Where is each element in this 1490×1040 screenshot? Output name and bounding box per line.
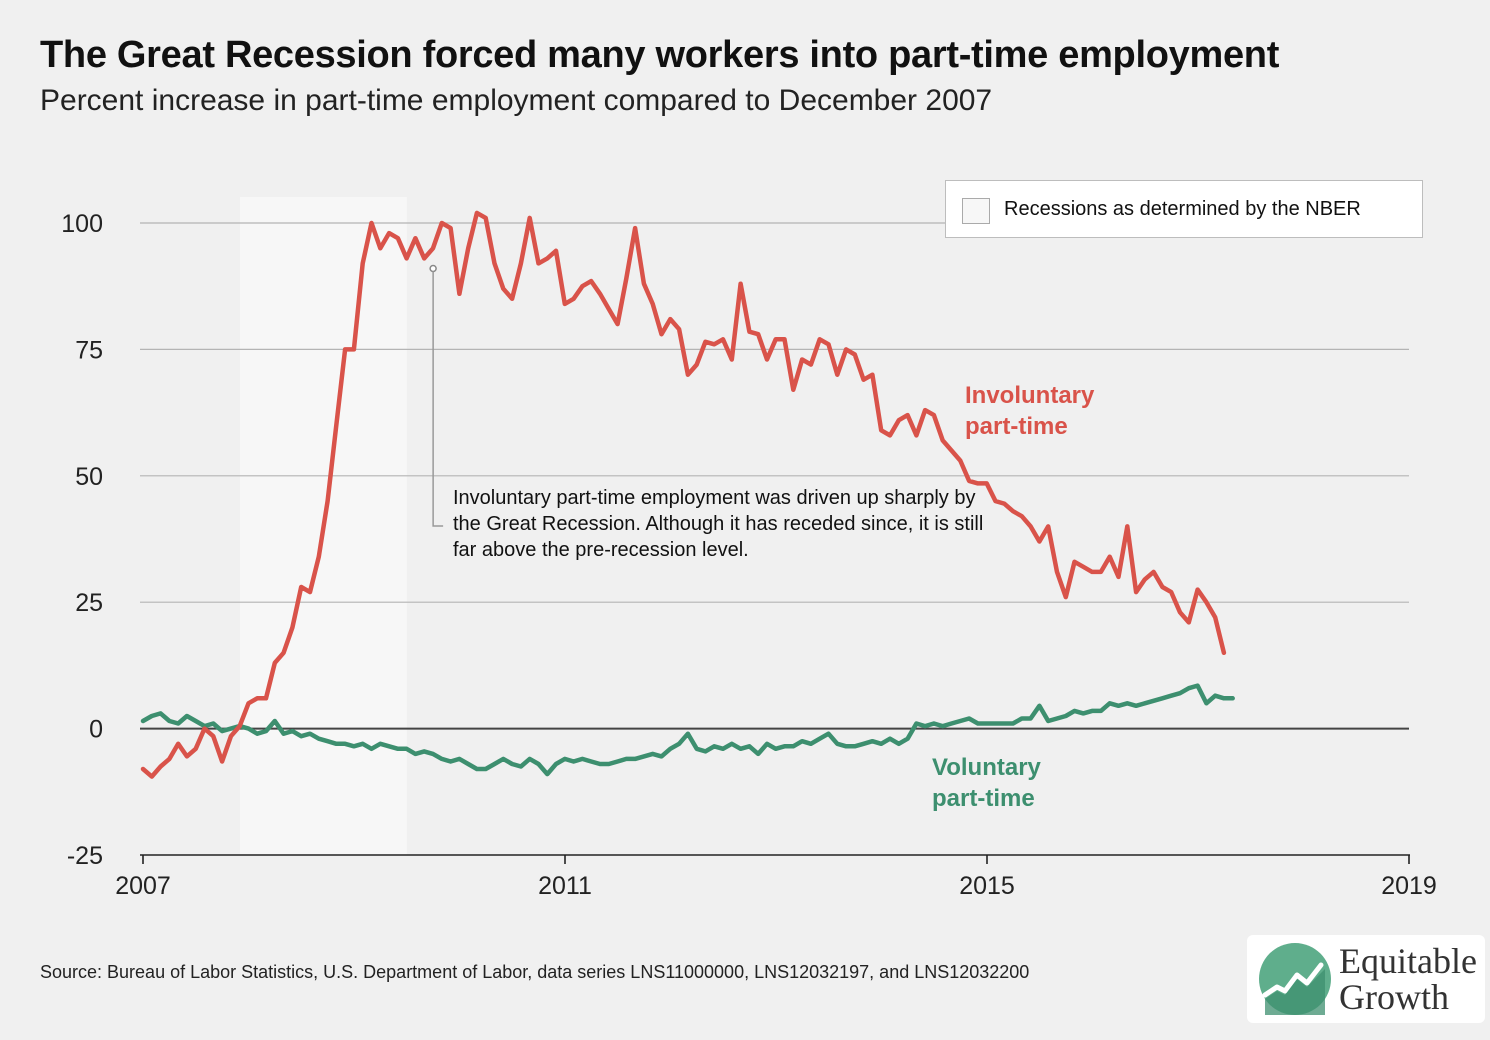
equitable-growth-logo: Equitable Growth — [1247, 935, 1485, 1023]
x-tick-label: 2011 — [538, 872, 592, 900]
chart-title: The Great Recession forced many workers … — [40, 34, 1280, 76]
logo-text-line1: Equitable — [1339, 941, 1477, 981]
involuntary-series-line — [140, 210, 1227, 779]
y-tick-label: 25 — [75, 589, 103, 617]
x-tick-label: 2007 — [115, 872, 171, 900]
involuntary-label-line2: part-time — [965, 413, 1068, 440]
legend-recession-swatch — [962, 198, 990, 224]
source-note: Source: Bureau of Labor Statistics, U.S.… — [40, 962, 1030, 982]
y-tick-label: 100 — [61, 210, 103, 238]
annotation-anchor-dot — [429, 264, 437, 273]
y-tick-label: 75 — [75, 336, 103, 364]
annotation-leader-line — [432, 271, 444, 527]
voluntary-label-line1: Voluntary — [932, 754, 1041, 781]
chart-line-icon — [1259, 943, 1331, 1015]
annotation-text: Involuntary part-time employment was dri… — [453, 487, 984, 561]
voluntary-label-line2: part-time — [932, 785, 1035, 812]
axis-layer: -25 0 25 50 75 100 2007 2011 2015 2019 — [61, 210, 1437, 900]
annotation-layer — [429, 264, 444, 527]
involuntary-label-line1: Involuntary — [965, 382, 1095, 409]
involuntary-series-label: Involuntary part-time — [965, 380, 1094, 442]
logo-text-line2: Growth — [1339, 977, 1449, 1017]
voluntary-series-label: Voluntary part-time — [932, 752, 1041, 814]
legend: Recessions as determined by the NBER — [945, 180, 1423, 238]
y-tick-label: -25 — [67, 842, 103, 870]
chart-subtitle: Percent increase in part-time employment… — [40, 84, 993, 117]
x-tick-label: 2015 — [959, 872, 1015, 900]
legend-recession-label: Recessions as determined by the NBER — [1004, 198, 1361, 220]
y-tick-label: 0 — [89, 716, 103, 744]
series-layer — [140, 210, 1235, 779]
x-tick-label: 2019 — [1381, 872, 1437, 900]
y-tick-label: 50 — [75, 463, 103, 491]
voluntary-series-line — [140, 683, 1235, 777]
